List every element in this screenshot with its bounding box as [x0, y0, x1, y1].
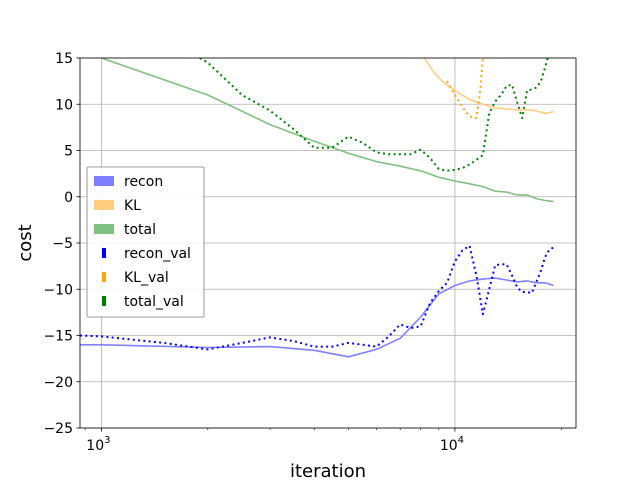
- legend: recon KL total recon_val KL_val total_val: [86, 166, 205, 318]
- legend-label-total: total: [124, 222, 156, 238]
- y-tick-label: 10: [55, 97, 73, 113]
- legend-swatch-KL: [94, 200, 114, 210]
- legend-swatch-total-val: [102, 296, 106, 306]
- series-line-KL: [423, 58, 554, 115]
- y-tick-label: 15: [55, 51, 73, 67]
- y-tick-label: −20: [43, 375, 73, 391]
- series-line-recon: [80, 277, 554, 358]
- y-tick-label: −15: [43, 329, 73, 345]
- x-tick-label: 104: [440, 435, 464, 454]
- y-axis-label: cost: [15, 224, 36, 261]
- legend-label-KL: KL: [124, 198, 141, 214]
- legend-swatch-recon-val: [102, 248, 106, 258]
- legend-label-total-val: total_val: [124, 294, 184, 310]
- legend-swatch-KL-val: [102, 272, 106, 282]
- legend-swatch-total: [94, 224, 114, 234]
- x-tick-base: 10: [440, 438, 458, 454]
- legend-box: [86, 166, 205, 318]
- y-tick-label: −10: [43, 282, 73, 298]
- y-tick-label: −5: [52, 236, 73, 252]
- legend-label-recon-val: recon_val: [124, 246, 191, 262]
- x-tick-exponent: 3: [104, 435, 110, 446]
- x-tick-base: 10: [86, 438, 104, 454]
- x-tick-exponent: 4: [458, 435, 464, 446]
- legend-swatch-recon: [94, 176, 114, 186]
- y-tick-label: 0: [64, 190, 73, 206]
- legend-label-KL-val: KL_val: [124, 270, 169, 286]
- x-axis-label: iteration: [290, 461, 366, 480]
- plot-frame: [79, 57, 577, 429]
- y-tick-label: 5: [64, 144, 73, 160]
- series-layer: [80, 58, 554, 358]
- x-tick-label: 103: [86, 435, 110, 454]
- y-tick-label: −25: [43, 421, 73, 437]
- series-line-total: [101, 58, 554, 203]
- series-line-KL-val: [446, 58, 484, 120]
- legend-label-recon: recon: [124, 174, 163, 190]
